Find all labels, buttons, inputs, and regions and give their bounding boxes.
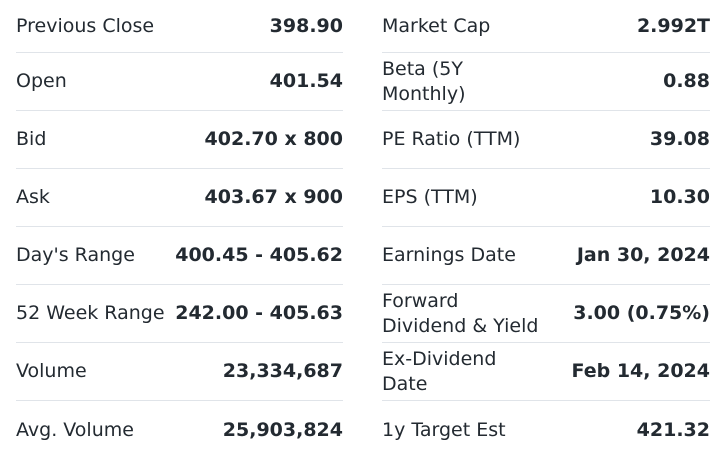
stat-label: Earnings Date [382,244,516,266]
stat-value: 421.32 [636,419,710,441]
stat-row-market-cap: Market Cap 2.992T [382,0,710,52]
stat-row-pe-ratio: PE Ratio (TTM) 39.08 [382,110,710,168]
stat-value: Feb 14, 2024 [571,360,710,382]
stat-value: 401.54 [269,70,343,92]
stat-row-eps: EPS (TTM) 10.30 [382,168,710,226]
stat-label: Previous Close [16,14,155,37]
stat-value: 25,903,824 [222,419,343,441]
stat-value: 23,334,687 [222,360,343,382]
stat-row-volume: Volume 23,334,687 [16,342,343,400]
stat-value: 10.30 [649,186,710,208]
stat-label: 1y Target Est [382,419,506,441]
stat-value: 400.45 - 405.62 [175,244,343,266]
stat-row-earnings-date: Earnings Date Jan 30, 2024 [382,226,710,284]
stat-label: Day's Range [16,244,135,266]
stat-label: Bid [16,128,47,150]
stat-value: Jan 30, 2024 [576,244,710,266]
stat-label: PE Ratio (TTM) [382,128,521,150]
stat-value: 2.992T [636,14,710,37]
stat-label: Volume [16,360,87,382]
stat-row-target-est: 1y Target Est 421.32 [382,400,710,460]
stat-value: 398.90 [269,14,343,37]
stat-value: 3.00 (0.75%) [573,302,710,324]
stat-label: Avg. Volume [16,419,134,441]
stat-row-forward-dividend: Forward Dividend & Yield 3.00 (0.75%) [382,284,710,342]
stat-value: 403.67 x 900 [204,186,343,208]
stat-value: 0.88 [663,70,710,92]
stat-row-52-week-range: 52 Week Range 242.00 - 405.63 [16,284,343,342]
stat-value: 242.00 - 405.63 [175,302,343,324]
stat-label: Beta (5Y Monthly) [382,57,466,105]
stat-row-open: Open 401.54 [16,52,343,110]
stat-label: Market Cap [382,14,491,37]
stat-label: Forward Dividend & Yield [382,289,539,337]
stat-row-beta: Beta (5Y Monthly) 0.88 [382,52,710,110]
stat-label: 52 Week Range [16,302,165,324]
stat-row-previous-close: Previous Close 398.90 [16,0,343,52]
stat-label: Ask [16,186,50,208]
stat-label: Ex-Dividend Date [382,347,497,395]
stat-row-bid: Bid 402.70 x 800 [16,110,343,168]
stat-row-days-range: Day's Range 400.45 - 405.62 [16,226,343,284]
stat-value: 402.70 x 800 [204,128,343,150]
stat-label: Open [16,70,67,92]
stat-row-ask: Ask 403.67 x 900 [16,168,343,226]
stat-row-ex-dividend-date: Ex-Dividend Date Feb 14, 2024 [382,342,710,400]
stat-row-avg-volume: Avg. Volume 25,903,824 [16,400,343,460]
stat-label: EPS (TTM) [382,186,478,208]
stat-value: 39.08 [649,128,710,150]
